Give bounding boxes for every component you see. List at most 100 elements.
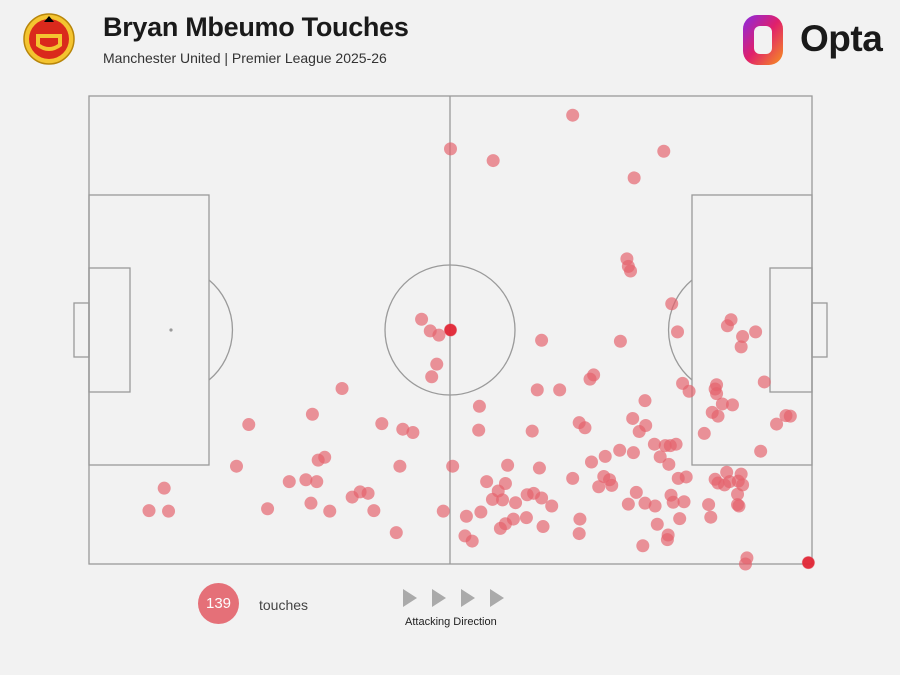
touch-point — [660, 533, 674, 547]
touch-point — [679, 470, 693, 484]
touch-point — [304, 496, 318, 510]
touch-point — [486, 154, 500, 168]
touch-point — [566, 108, 580, 122]
right-six-yard-box — [769, 267, 813, 393]
right-penalty-arc — [667, 279, 693, 381]
touch-point — [627, 171, 641, 185]
touch-point — [436, 504, 450, 518]
touch-point — [406, 425, 420, 439]
touch-point — [578, 421, 592, 435]
touch-points — [142, 108, 815, 571]
touch-point — [480, 475, 494, 489]
touch-point — [749, 325, 763, 339]
right-goal — [811, 302, 828, 358]
touch-point — [584, 455, 598, 469]
touch-point — [621, 497, 635, 511]
touch-point — [157, 481, 171, 495]
touch-point — [375, 417, 389, 431]
touch-point — [367, 504, 381, 518]
touch-point — [282, 475, 296, 489]
touch-point — [396, 422, 410, 436]
touch-point — [430, 357, 444, 371]
touch-point — [653, 450, 667, 464]
touch-point — [754, 444, 768, 458]
touch-point — [142, 504, 156, 518]
centre-circle — [384, 264, 516, 396]
touch-point — [720, 319, 734, 333]
brand-name: Opta — [800, 18, 883, 59]
touch-point — [638, 394, 652, 408]
touch-point — [162, 504, 176, 518]
touch-point — [710, 387, 724, 401]
touch-point — [613, 443, 627, 457]
touch-point — [242, 418, 256, 432]
touch-point — [393, 459, 407, 473]
attacking-direction-arrows — [403, 589, 504, 607]
touch-point — [444, 142, 457, 156]
touch-point — [648, 499, 662, 513]
touch-point — [345, 490, 359, 504]
left-goal — [73, 302, 90, 358]
club-crest-icon — [23, 13, 75, 65]
touch-point — [446, 459, 460, 473]
touch-point — [323, 504, 337, 518]
left-penalty-area — [88, 194, 210, 466]
touch-point — [598, 449, 612, 463]
touch-point — [532, 461, 546, 475]
touch-point — [536, 520, 550, 534]
touch-point-highlight — [802, 556, 815, 569]
touch-point — [318, 450, 332, 464]
touch-point — [783, 409, 797, 423]
touch-point — [666, 495, 680, 509]
touch-point — [736, 330, 750, 344]
touch-point — [472, 423, 486, 437]
touch-point — [527, 486, 541, 500]
touch-point — [299, 473, 313, 487]
touch-point — [711, 409, 725, 423]
left-penalty-arc — [208, 279, 234, 381]
touch-point — [731, 487, 745, 501]
chart-title: Bryan Mbeumo Touches — [103, 12, 409, 42]
opta-logo-icon — [743, 15, 783, 65]
touch-point — [432, 328, 446, 342]
touch-point — [650, 517, 664, 531]
touch-point — [361, 486, 375, 500]
touch-point — [657, 144, 671, 158]
chart-subtitle: Manchester United | Premier League 2025-… — [103, 50, 387, 66]
touch-point — [626, 446, 640, 460]
touch-point — [501, 458, 515, 472]
touch-point — [335, 382, 349, 395]
touch-point — [673, 512, 687, 526]
touch-point — [725, 398, 739, 412]
touch-point — [305, 407, 319, 421]
touch-point — [732, 499, 746, 513]
play-arrow-icon — [461, 589, 475, 607]
touch-point — [415, 312, 429, 326]
touch-point — [669, 437, 683, 451]
touch-point — [734, 467, 748, 481]
touch-point — [710, 378, 724, 392]
touch-point — [592, 480, 606, 494]
touch-point — [715, 397, 729, 411]
touch-point — [493, 521, 507, 535]
touch-point — [545, 499, 559, 513]
touch-point — [665, 297, 679, 311]
left-penalty-spot — [169, 328, 173, 332]
touch-point — [583, 372, 597, 386]
touch-point — [389, 526, 403, 540]
touch-point — [566, 471, 580, 485]
touch-point — [624, 264, 638, 278]
play-arrow-icon — [403, 589, 417, 607]
touch-point — [738, 557, 752, 571]
touch-point — [472, 399, 486, 413]
touch-point — [525, 424, 539, 438]
touch-point — [638, 496, 652, 510]
touch-point-highlight — [444, 324, 457, 336]
touch-point — [636, 539, 650, 553]
touch-point — [459, 509, 473, 523]
touch-point — [572, 527, 586, 541]
touch-point — [310, 475, 324, 489]
touch-point — [647, 437, 661, 451]
touch-point — [702, 498, 716, 512]
